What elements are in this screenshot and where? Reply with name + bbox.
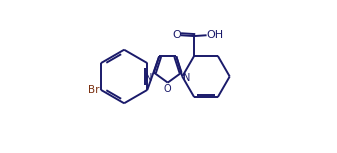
Text: OH: OH xyxy=(206,30,223,40)
Text: Br: Br xyxy=(88,85,100,95)
Text: N: N xyxy=(145,73,153,83)
Text: O: O xyxy=(172,30,181,40)
Text: N: N xyxy=(183,73,190,83)
Text: O: O xyxy=(164,84,172,94)
